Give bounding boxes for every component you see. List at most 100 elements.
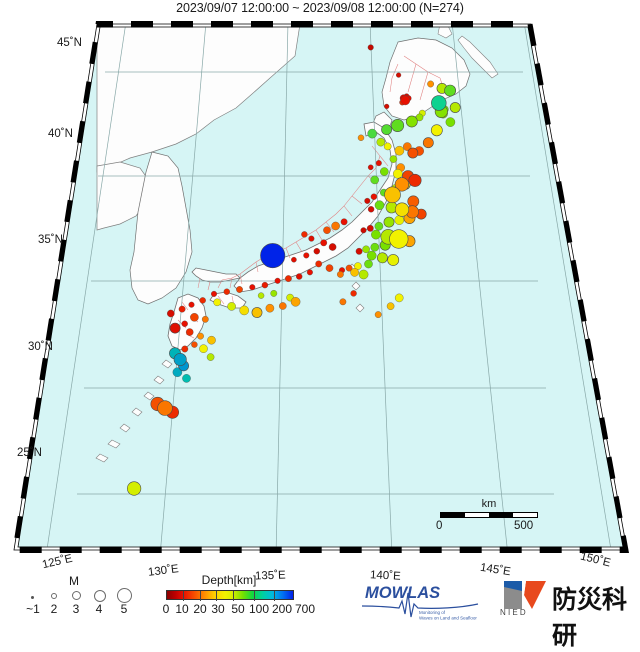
- earthquake-marker: [211, 290, 217, 297]
- earthquake-marker: [181, 320, 188, 327]
- earthquake-marker: [265, 303, 275, 313]
- earthquake-marker: [227, 302, 236, 311]
- earthquake-marker: [285, 275, 292, 282]
- magnitude-legend-title: M: [69, 574, 79, 588]
- lat-label-45n: 45˚N: [57, 37, 82, 49]
- page-title: 2023/09/07 12:00:00 ~ 2023/09/08 12:00:0…: [176, 1, 464, 15]
- map-body: [14, 24, 627, 550]
- legend-bar: M ~1 2 3 4 5 Depth[km] 0 10 20 30 50 100…: [0, 572, 640, 650]
- earthquake-marker: [207, 335, 216, 345]
- land-chugoku: [191, 267, 241, 283]
- earthquake-marker: [223, 288, 230, 295]
- earthquake-marker: [172, 367, 183, 377]
- earthquake-marker: [380, 167, 389, 176]
- earthquake-marker: [394, 177, 410, 192]
- scale-min-label: 0: [436, 520, 443, 532]
- earthquake-marker: [127, 481, 142, 496]
- mowlas-tagline-line1: Monitoring of: [419, 610, 446, 615]
- earthquake-marker: [383, 142, 392, 151]
- earthquake-marker: [371, 229, 381, 240]
- lat-label-35n: 35˚N: [38, 234, 63, 246]
- earthquake-marker: [340, 218, 348, 226]
- earthquake-marker: [331, 221, 340, 231]
- earthquake-marker: [325, 264, 334, 272]
- earthquake-marker: [339, 298, 347, 306]
- earthquake-marker: [358, 269, 369, 280]
- earthquake-marker: [303, 252, 310, 259]
- earthquake-marker: [374, 221, 384, 231]
- earthquake-marker: [260, 243, 286, 269]
- earthquake-marker: [290, 297, 301, 307]
- earthquake-marker: [387, 254, 400, 266]
- earthquake-marker: [449, 102, 461, 113]
- magnitude-symbol-1: [31, 596, 34, 599]
- earthquake-marker: [381, 124, 392, 135]
- nied-acronym: NIED: [500, 608, 528, 617]
- earthquake-map[interactable]: 45˚N 40˚N 35˚N 30˚N 25˚N 125˚E 130˚E 135…: [0, 16, 640, 583]
- earthquake-marker: [374, 311, 382, 318]
- graticule: [45, 24, 613, 550]
- earthquake-marker: [345, 264, 353, 272]
- earthquake-marker: [445, 117, 456, 127]
- earthquake-marker: [320, 239, 328, 247]
- earthquake-marker: [362, 245, 370, 254]
- depth-tick-100: 100: [248, 602, 270, 616]
- earthquake-marker: [249, 284, 256, 291]
- earthquake-marker: [181, 345, 189, 353]
- earthquake-marker: [279, 302, 287, 310]
- earthquake-marker: [370, 193, 378, 200]
- earthquake-marker: [190, 313, 199, 322]
- earthquake-marker: [257, 292, 265, 299]
- earthquake-marker: [350, 268, 359, 277]
- land-kurils: [457, 35, 499, 79]
- earthquake-marker: [355, 247, 363, 255]
- earthquake-marker: [408, 173, 422, 187]
- map-frame: [12, 21, 629, 553]
- earthquake-marker: [308, 235, 315, 242]
- earthquake-marker: [391, 119, 405, 133]
- magnitude-symbol-4: [94, 590, 106, 602]
- earthquake-marker: [188, 301, 195, 308]
- earthquake-marker: [167, 309, 175, 318]
- magnitude-symbol-2: [51, 593, 57, 599]
- earthquake-marker: [364, 197, 371, 204]
- earthquake-marker: [251, 307, 263, 318]
- mowlas-tagline-line2: Waves on Land and Seafloor: [419, 616, 477, 621]
- logo-group: MOWLAS Monitoring of Waves on Land and S…: [360, 572, 640, 650]
- land-ryukyu: [95, 359, 173, 463]
- earthquake-marker: [405, 115, 418, 128]
- map-canvas: [12, 21, 629, 553]
- earthquake-marker: [270, 290, 278, 297]
- depth-tick-20: 20: [193, 602, 207, 616]
- earthquake-marker: [337, 271, 344, 278]
- earthquake-marker: [350, 290, 357, 297]
- earthquake-marker: [376, 137, 386, 147]
- earthquake-marker: [199, 344, 208, 353]
- lat-label-40n: 40˚N: [48, 128, 73, 140]
- lat-label-30n: 30˚N: [28, 341, 53, 353]
- earthquake-marker: [328, 243, 337, 251]
- earthquake-marker: [301, 231, 308, 238]
- earthquake-marker: [173, 352, 187, 366]
- magnitude-label-5: 5: [120, 602, 128, 616]
- mowlas-logo: MOWLAS Monitoring of Waves on Land and S…: [361, 584, 479, 621]
- earthquake-marker: [185, 328, 194, 336]
- earthquake-marker: [213, 298, 221, 307]
- earthquake-marker: [178, 305, 186, 313]
- land-korea: [129, 151, 193, 305]
- earthquake-marker: [370, 175, 379, 185]
- magnitude-label-3: 3: [72, 602, 80, 616]
- earthquake-marker: [444, 84, 456, 97]
- scale-max-label: 500: [514, 520, 534, 532]
- earthquake-marker: [261, 281, 269, 289]
- earthquake-marker: [384, 186, 401, 204]
- depth-tick-10: 10: [175, 602, 189, 616]
- earthquake-marker: [430, 124, 443, 137]
- scale-track: [440, 512, 538, 518]
- magnitude-label-2: 2: [50, 602, 58, 616]
- earthquake-marker: [389, 155, 398, 163]
- earthquake-marker: [169, 322, 181, 334]
- mowlas-waveform-icon: [361, 592, 479, 618]
- earthquake-marker: [407, 147, 419, 159]
- earthquake-marker: [389, 229, 409, 249]
